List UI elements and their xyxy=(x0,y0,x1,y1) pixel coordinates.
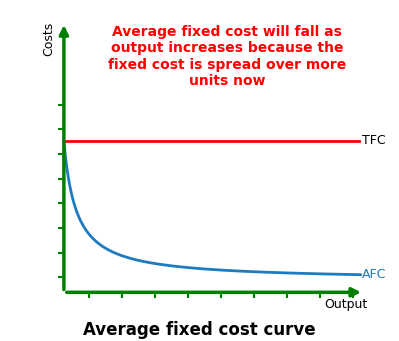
Text: Average fixed cost curve: Average fixed cost curve xyxy=(83,321,316,339)
Text: AFC: AFC xyxy=(362,268,387,281)
Text: Output: Output xyxy=(324,298,367,311)
Text: TFC: TFC xyxy=(362,134,386,147)
Text: Costs: Costs xyxy=(43,22,55,57)
Text: Average fixed cost will fall as
output increases because the
fixed cost is sprea: Average fixed cost will fall as output i… xyxy=(108,25,346,88)
